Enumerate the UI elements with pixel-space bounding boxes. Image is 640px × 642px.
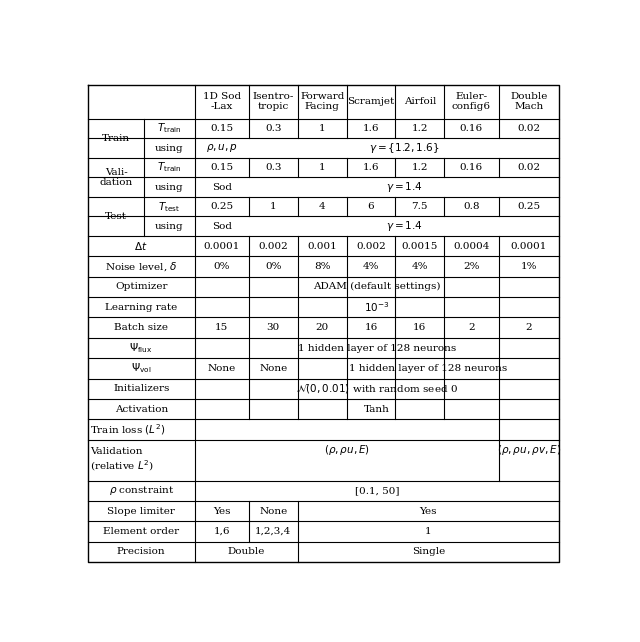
Text: 0.0001: 0.0001 bbox=[204, 241, 240, 250]
Text: Activation: Activation bbox=[115, 404, 168, 413]
Text: Validation
(relative $L^2$): Validation (relative $L^2$) bbox=[90, 447, 154, 473]
Text: 1,2,3,4: 1,2,3,4 bbox=[255, 527, 291, 536]
Text: Slope limiter: Slope limiter bbox=[108, 507, 175, 516]
Text: 1.2: 1.2 bbox=[412, 124, 428, 133]
Text: 2: 2 bbox=[525, 323, 532, 332]
Text: 1 hidden layer of 128 neurons: 1 hidden layer of 128 neurons bbox=[298, 343, 456, 352]
Text: 0.16: 0.16 bbox=[460, 124, 483, 133]
Text: 0.25: 0.25 bbox=[517, 202, 540, 211]
Text: $(\rho, \rho u, E)$: $(\rho, \rho u, E)$ bbox=[324, 443, 370, 457]
Text: $\Delta t$: $\Delta t$ bbox=[134, 240, 148, 252]
Text: 0.0015: 0.0015 bbox=[402, 241, 438, 250]
Text: 0.15: 0.15 bbox=[211, 163, 234, 172]
Text: Precision: Precision bbox=[117, 548, 166, 557]
Text: Optimizer: Optimizer bbox=[115, 282, 168, 291]
Text: 8%: 8% bbox=[314, 262, 330, 271]
Text: $T_{\rm test}$: $T_{\rm test}$ bbox=[159, 200, 180, 214]
Text: Sod: Sod bbox=[212, 221, 232, 230]
Text: Noise level, $\delta$: Noise level, $\delta$ bbox=[105, 260, 177, 273]
Text: 1.6: 1.6 bbox=[363, 124, 380, 133]
Text: 0.002: 0.002 bbox=[356, 241, 386, 250]
Text: Tanh: Tanh bbox=[364, 404, 390, 413]
Text: Test: Test bbox=[105, 212, 127, 221]
Text: Forward
Facing: Forward Facing bbox=[300, 92, 344, 112]
Text: Euler-
config6: Euler- config6 bbox=[452, 92, 491, 112]
Text: 20: 20 bbox=[316, 323, 329, 332]
Text: 0%: 0% bbox=[214, 262, 230, 271]
Text: 0.001: 0.001 bbox=[307, 241, 337, 250]
Text: 0.3: 0.3 bbox=[265, 163, 282, 172]
Text: 4%: 4% bbox=[363, 262, 380, 271]
Text: 0.16: 0.16 bbox=[460, 163, 483, 172]
Text: ADAM (default settings): ADAM (default settings) bbox=[313, 282, 440, 291]
Text: $10^{-3}$: $10^{-3}$ bbox=[364, 300, 390, 314]
Text: None: None bbox=[259, 364, 287, 373]
Text: 1: 1 bbox=[270, 202, 276, 211]
Text: 30: 30 bbox=[267, 323, 280, 332]
Text: $\gamma = 1.4$: $\gamma = 1.4$ bbox=[385, 219, 422, 233]
Text: using: using bbox=[155, 182, 184, 191]
Text: Airfoil: Airfoil bbox=[404, 97, 436, 106]
Text: Train loss $(L^2)$: Train loss $(L^2)$ bbox=[90, 422, 166, 437]
Text: Learning rate: Learning rate bbox=[105, 303, 177, 312]
Text: 1%: 1% bbox=[520, 262, 537, 271]
Text: 4: 4 bbox=[319, 202, 326, 211]
Text: 1.6: 1.6 bbox=[363, 163, 380, 172]
Text: $(\rho, \rho u, \rho v, E)$: $(\rho, \rho u, \rho v, E)$ bbox=[497, 443, 561, 457]
Text: $T_{\rm train}$: $T_{\rm train}$ bbox=[157, 121, 182, 135]
Text: Single: Single bbox=[412, 548, 445, 557]
Text: 1.2: 1.2 bbox=[412, 163, 428, 172]
Text: 1: 1 bbox=[319, 163, 326, 172]
Text: 2: 2 bbox=[468, 323, 475, 332]
Text: 0.15: 0.15 bbox=[211, 124, 234, 133]
Text: 6: 6 bbox=[368, 202, 374, 211]
Text: 0.02: 0.02 bbox=[517, 163, 540, 172]
Text: 0%: 0% bbox=[265, 262, 282, 271]
Text: 16: 16 bbox=[364, 323, 378, 332]
Text: 15: 15 bbox=[215, 323, 228, 332]
Text: Batch size: Batch size bbox=[114, 323, 168, 332]
Text: Vali-
dation: Vali- dation bbox=[99, 168, 132, 187]
Text: $\Psi_{\rm flux}$: $\Psi_{\rm flux}$ bbox=[129, 341, 153, 355]
Text: Yes: Yes bbox=[213, 507, 230, 516]
Text: 4%: 4% bbox=[412, 262, 428, 271]
Text: [0.1, 50]: [0.1, 50] bbox=[355, 486, 399, 495]
Text: $\gamma = 1.4$: $\gamma = 1.4$ bbox=[385, 180, 422, 194]
Text: 0.8: 0.8 bbox=[463, 202, 479, 211]
Text: 0.002: 0.002 bbox=[259, 241, 288, 250]
Text: $\mathcal{N}(0, 0.01)$ with random seed 0: $\mathcal{N}(0, 0.01)$ with random seed … bbox=[296, 383, 458, 395]
Text: 0.0004: 0.0004 bbox=[453, 241, 490, 250]
Text: Sod: Sod bbox=[212, 182, 232, 191]
Text: 1: 1 bbox=[319, 124, 326, 133]
Text: 1,6: 1,6 bbox=[214, 527, 230, 536]
Text: $\rho, u, p$: $\rho, u, p$ bbox=[206, 142, 238, 154]
Text: $T_{\rm train}$: $T_{\rm train}$ bbox=[157, 160, 182, 175]
Text: using: using bbox=[155, 144, 184, 153]
Text: 0.02: 0.02 bbox=[517, 124, 540, 133]
Text: 0.3: 0.3 bbox=[265, 124, 282, 133]
Text: Yes: Yes bbox=[420, 507, 437, 516]
Text: Element order: Element order bbox=[103, 527, 179, 536]
Text: None: None bbox=[208, 364, 236, 373]
Text: 1: 1 bbox=[425, 527, 431, 536]
Text: 7.5: 7.5 bbox=[412, 202, 428, 211]
Text: Double
Mach: Double Mach bbox=[510, 92, 547, 112]
Text: Double: Double bbox=[228, 548, 265, 557]
Text: $\Psi_{\rm vol}$: $\Psi_{\rm vol}$ bbox=[131, 361, 152, 376]
Text: 1 hidden layer of 128 neurons: 1 hidden layer of 128 neurons bbox=[349, 364, 508, 373]
Text: Isentro-
tropic: Isentro- tropic bbox=[253, 92, 294, 112]
Text: 2%: 2% bbox=[463, 262, 479, 271]
Text: $\rho$ constraint: $\rho$ constraint bbox=[109, 484, 174, 498]
Text: using: using bbox=[155, 221, 184, 230]
Text: Initializers: Initializers bbox=[113, 385, 170, 394]
Text: 16: 16 bbox=[413, 323, 426, 332]
Text: None: None bbox=[259, 507, 287, 516]
Text: 0.25: 0.25 bbox=[211, 202, 234, 211]
Text: Train: Train bbox=[102, 134, 130, 143]
Text: 0.0001: 0.0001 bbox=[511, 241, 547, 250]
Text: Scramjet: Scramjet bbox=[348, 97, 395, 106]
Text: $\gamma = \{1.2, 1.6\}$: $\gamma = \{1.2, 1.6\}$ bbox=[369, 141, 439, 155]
Text: 1D Sod
-Lax: 1D Sod -Lax bbox=[203, 92, 241, 112]
